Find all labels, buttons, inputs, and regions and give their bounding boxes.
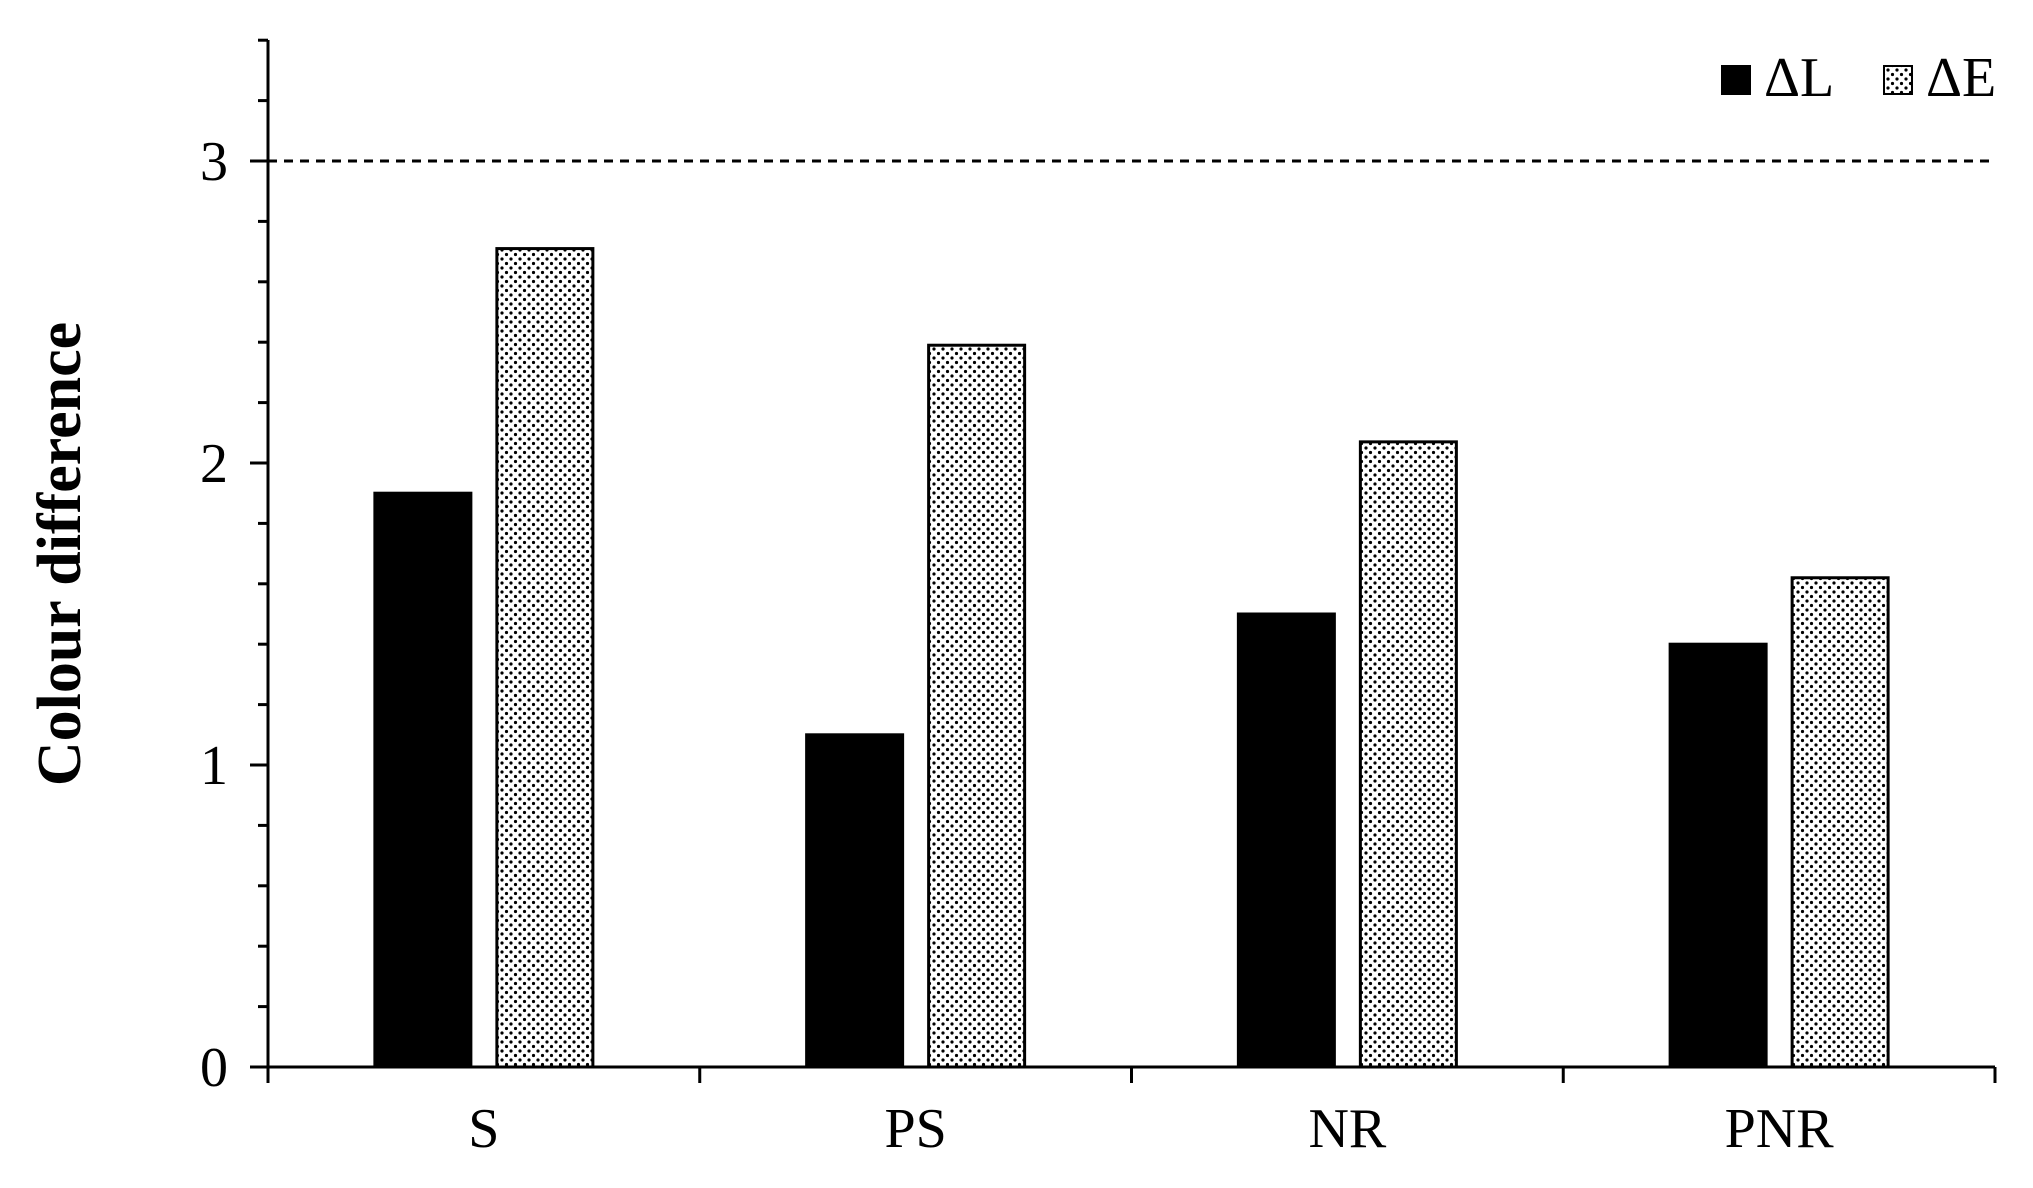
legend: ΔL ΔE [1721,47,1996,109]
x-tick-label: S [468,1098,499,1160]
x-tick-label: PNR [1725,1098,1835,1160]
legend-label-delta-l: ΔL [1764,47,1834,109]
legend-swatch-delta-l [1721,65,1751,95]
y-axis: 0 1 2 3 [200,38,270,1099]
y-tick-label: 0 [200,1037,228,1099]
bar-delta-e-ps [927,343,1027,1069]
plot-area: 0 1 2 3 S PS NR PNR [200,38,1997,1160]
bars-layer [373,247,1890,1069]
bar-delta-l-s [373,491,473,1069]
x-tick-label: PS [884,1098,946,1160]
bar-delta-l-pnr [1668,642,1768,1069]
legend-swatch-delta-e [1883,65,1913,95]
bar-delta-e-s [495,247,595,1069]
bar-delta-e-nr [1358,440,1458,1069]
legend-label-delta-e: ΔE [1926,47,1996,109]
x-tick-label: NR [1308,1098,1386,1160]
y-tick-label: 2 [200,433,228,495]
bar-delta-l-ps [805,733,905,1069]
bar-delta-l-nr [1236,612,1336,1069]
x-axis: S PS NR PNR [266,1065,1997,1160]
y-tick-label: 3 [200,131,228,193]
y-axis-label: Colour difference [26,322,94,786]
bar-delta-e-pnr [1790,576,1890,1069]
y-tick-label: 1 [200,735,228,797]
